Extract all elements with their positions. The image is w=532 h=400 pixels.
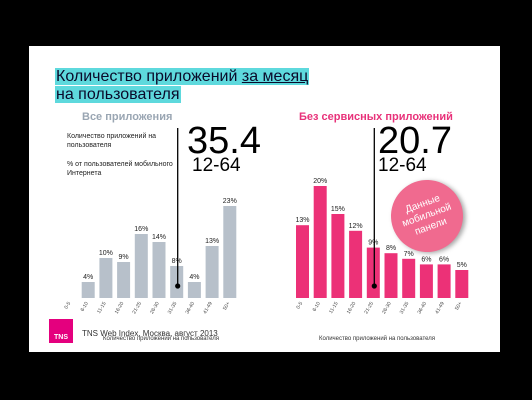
left-bar-7 — [187, 282, 201, 298]
left-range-value: 12-64 — [192, 155, 241, 176]
right-tick-label-2: 11-15 — [328, 301, 340, 315]
slide: Количество приложений за месяц на пользо… — [29, 46, 500, 352]
right-data-label-1: 20% — [313, 178, 327, 185]
right-data-label-7: 6% — [421, 256, 431, 263]
right-data-label-5: 8% — [386, 245, 396, 252]
right-tick-label-6: 31-35 — [399, 301, 411, 315]
right-chart-subtitle: Без сервисных приложений — [299, 111, 453, 123]
left-tick-label-6: 31-35 — [167, 301, 179, 315]
left-tick-label-7: 36-40 — [185, 301, 197, 315]
left-data-label-1: 4% — [83, 274, 93, 281]
right-tick-label-3: 16-20 — [346, 301, 358, 315]
left-bar-1 — [81, 282, 95, 298]
right-bar-0 — [296, 225, 309, 298]
left-bar-4 — [134, 234, 148, 298]
source-caption: TNS Web Index, Москва, август 2013 — [82, 329, 218, 338]
left-tick-label-2: 11-15 — [96, 301, 108, 315]
right-bar-8 — [437, 264, 451, 298]
left-data-label-5: 14% — [152, 234, 166, 241]
left-bar-5 — [152, 242, 166, 298]
right-bar-6 — [402, 258, 416, 298]
left-data-label-6: 8% — [172, 258, 182, 265]
right-x-axis-title: Количество приложений на пользователя — [319, 336, 436, 342]
badge-text: Данные мобильной панели — [400, 192, 453, 238]
right-tick-label-1: 6-10 — [312, 301, 322, 313]
right-tick-label-8: 41-49 — [434, 301, 446, 315]
right-bar-3 — [349, 230, 363, 298]
right-data-label-8: 6% — [439, 256, 449, 263]
right-bar-7 — [419, 264, 433, 298]
left-average-marker-dot — [175, 283, 181, 289]
right-tick-label-5: 26-30 — [381, 301, 393, 315]
right-tick-label-4: 21-25 — [363, 301, 375, 315]
left-data-label-7: 4% — [189, 274, 199, 281]
title-part-2: за месяц — [241, 68, 309, 85]
right-data-label-3: 12% — [349, 223, 363, 230]
note-apps-per-user: Количество приложений на пользователя — [67, 133, 157, 149]
right-bar-1 — [313, 186, 327, 298]
right-bar-5 — [384, 253, 398, 298]
left-bar-8 — [205, 246, 219, 298]
right-bar-9 — [455, 270, 469, 298]
title-line-2: на пользователя — [55, 86, 181, 103]
left-tick-label-0: 0-5 — [63, 301, 72, 310]
right-data-label-4: 9% — [368, 240, 378, 247]
note-percent-users: % от пользователей мобильного Интернета — [67, 161, 173, 177]
left-bar-9 — [223, 206, 237, 298]
right-bar-2 — [331, 214, 345, 298]
left-data-label-8: 13% — [205, 238, 219, 245]
right-tick-label-0: 0-5 — [295, 301, 304, 310]
left-tick-label-8: 41-49 — [202, 301, 214, 315]
right-bar-4 — [366, 247, 380, 298]
left-tick-label-5: 26-30 — [149, 301, 161, 315]
left-tick-label-1: 6-10 — [80, 301, 90, 313]
right-data-label-2: 15% — [331, 206, 345, 213]
right-tick-label-7: 36-40 — [417, 301, 429, 315]
left-tick-label-9: 50+ — [222, 301, 231, 311]
left-tick-label-3: 16-20 — [114, 301, 126, 315]
title-line-1: Количество приложений за месяц — [55, 68, 310, 85]
tns-logo: TNS — [49, 319, 73, 343]
left-data-label-9: 23% — [223, 198, 237, 205]
left-bar-6 — [170, 266, 184, 298]
right-data-label-6: 7% — [404, 251, 414, 258]
left-average-value: 35.4 — [187, 120, 261, 162]
right-data-label-9: 5% — [457, 262, 467, 269]
right-tick-label-9: 50+ — [454, 301, 463, 311]
right-average-marker-dot — [371, 283, 377, 289]
bar-charts: 0-5 4% 6-10 10% 11-15 9% 16-20 16% 21-25 14% 26-30… — [63, 128, 469, 315]
right-data-label-0: 13% — [295, 217, 309, 224]
left-data-label-3: 9% — [119, 254, 129, 261]
left-bar-3 — [117, 262, 131, 298]
title-part-1: Количество приложений — [56, 68, 242, 85]
left-tick-label-4: 21-25 — [131, 301, 143, 315]
left-x-axis-title: Количество приложений на пользователя — [103, 336, 220, 342]
left-bar-2 — [99, 258, 113, 298]
slide-title: Количество приложений за месяц на пользо… — [55, 68, 310, 104]
chart-note: Количество приложений на пользователя % … — [67, 132, 187, 188]
right-average-value: 20.7 — [378, 120, 452, 162]
right-range-value: 12-64 — [378, 155, 427, 176]
left-chart-subtitle: Все приложения — [82, 111, 173, 123]
left-data-label-2: 10% — [99, 250, 113, 257]
left-data-label-4: 16% — [134, 226, 148, 233]
